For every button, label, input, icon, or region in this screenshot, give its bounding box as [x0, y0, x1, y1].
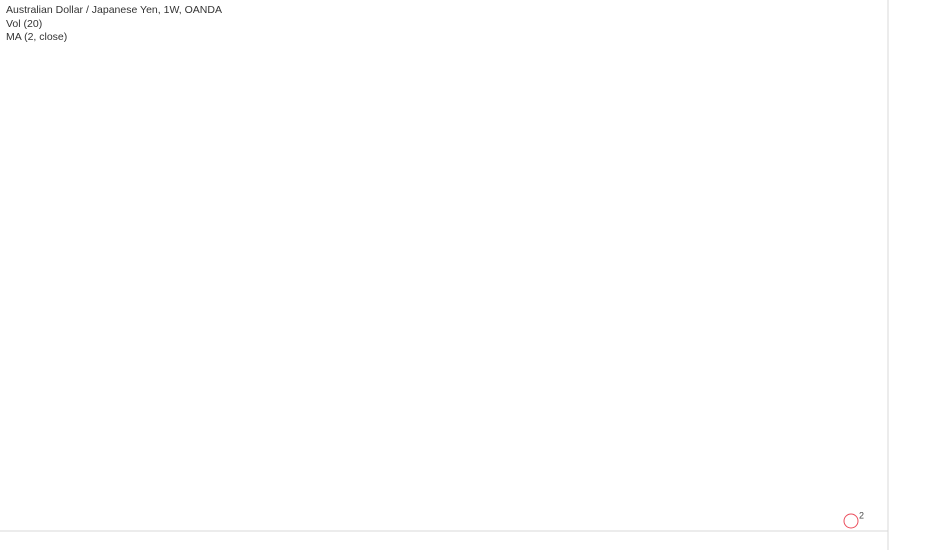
events-icon[interactable]: [843, 513, 859, 529]
indicator-label: Vol (20): [6, 18, 42, 30]
indicator-label: MA (2, close): [6, 31, 67, 43]
events-count[interactable]: 2: [859, 510, 864, 520]
axes: [0, 0, 889, 550]
chart-title: Australian Dollar / Japanese Yen, 1W, OA…: [6, 4, 222, 16]
